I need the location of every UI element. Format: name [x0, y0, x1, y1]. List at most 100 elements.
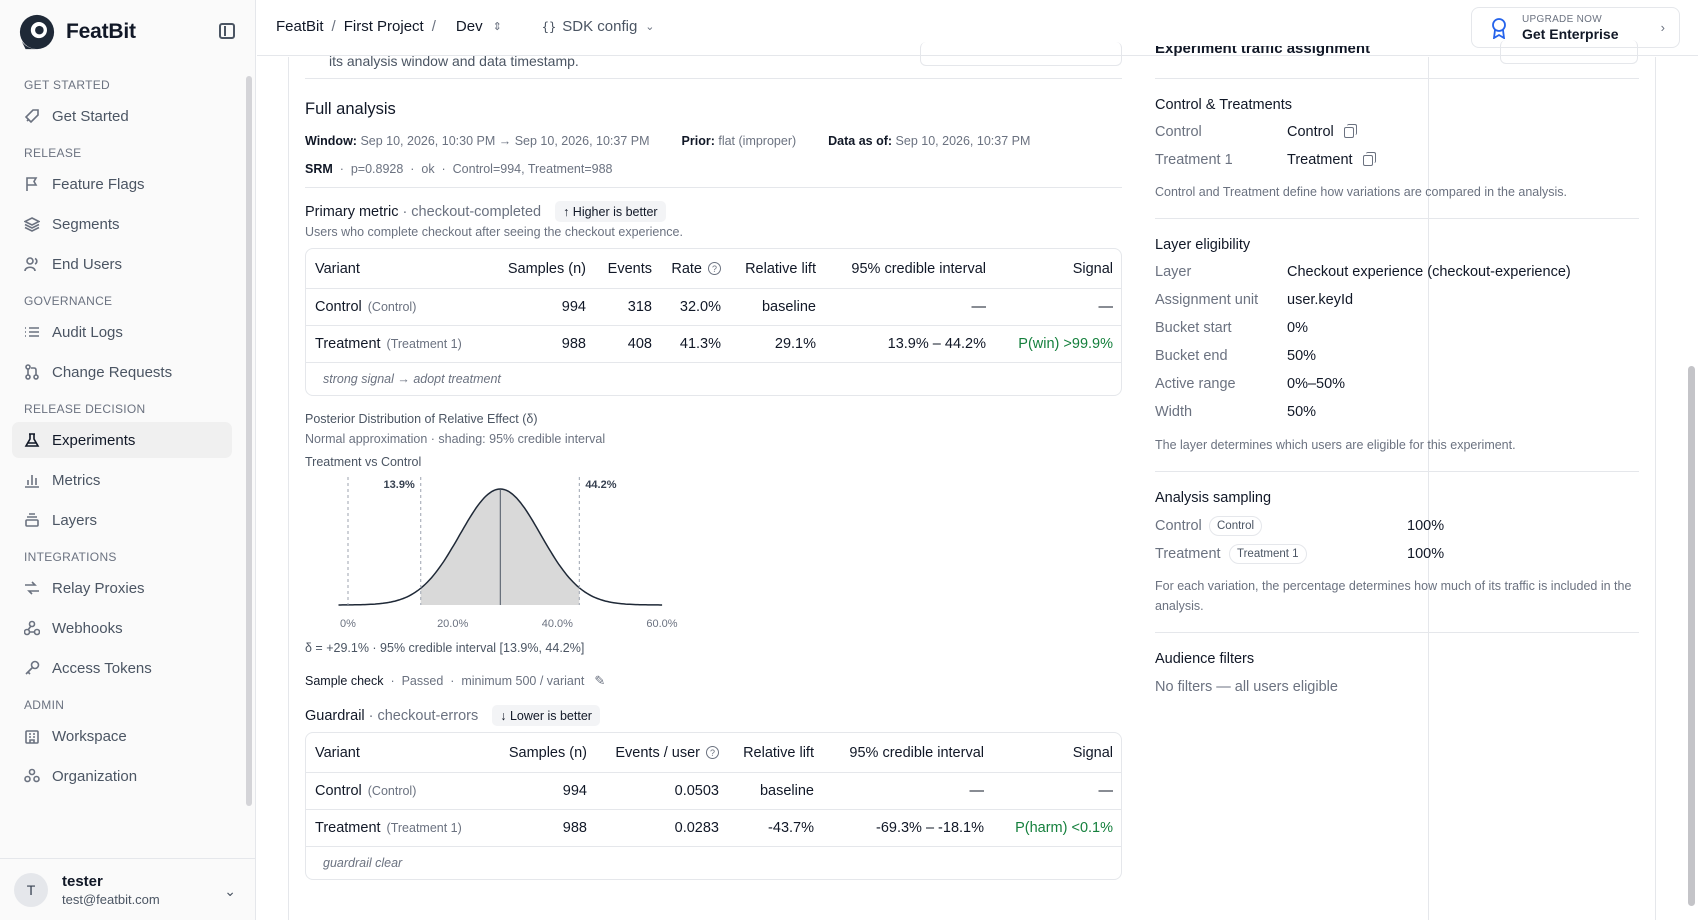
col-events: Events: [607, 260, 652, 277]
sidebar-item-workspace[interactable]: Workspace: [12, 718, 232, 754]
variant-tag: (Control): [367, 784, 417, 798]
rate-cell: 32.0%: [679, 299, 721, 315]
sidebar-item-layers[interactable]: Layers: [12, 502, 232, 538]
sidebar-item-experiments[interactable]: Experiments: [12, 422, 232, 458]
sidebar-item-label: Metrics: [52, 471, 101, 489]
sidebar-item-relay-proxies[interactable]: Relay Proxies: [12, 570, 232, 606]
sidebar-item-webhooks[interactable]: Webhooks: [12, 610, 232, 646]
nav-section-title: RELEASE: [24, 146, 82, 160]
window-value: Sep 10, 2026, 10:30 PM → Sep 10, 2026, 1…: [360, 134, 650, 148]
variant-name: Control: [315, 783, 362, 799]
sidebar-item-label: Experiments: [52, 431, 136, 449]
events-cell: 408: [627, 336, 652, 352]
sidebar: FeatBit GET STARTED Get Started RELEASE …: [0, 0, 256, 920]
analysis-meta: Window: Sep 10, 2026, 10:30 PM → Sep 10,…: [305, 134, 1030, 148]
sidebar-item-end-users[interactable]: End Users: [12, 246, 232, 282]
main-scrollbar[interactable]: [1688, 366, 1695, 906]
truncated-button[interactable]: [920, 42, 1122, 66]
env-selector[interactable]: Dev: [455, 18, 483, 35]
edit-icon[interactable]: ✎: [594, 673, 606, 688]
sidebar-item-access-tokens[interactable]: Access Tokens: [12, 650, 232, 686]
sidebar-item-label: Access Tokens: [52, 659, 152, 677]
truncated-section-title: Experiment traffic assignment: [1155, 40, 1371, 57]
table-row: Treatment (Treatment 1) 988 0.0283 -43.7%…: [306, 810, 1121, 847]
brand-name: FeatBit: [66, 20, 136, 43]
col-lift: Relative lift: [745, 260, 816, 277]
x-tick-label: 60.0%: [646, 618, 677, 630]
section-title-control-treatments: Control & Treatments: [1155, 97, 1292, 113]
direction-badge: ↓ Lower is better: [492, 705, 600, 726]
epu-cell: 0.0503: [674, 783, 719, 799]
table-row: Control (Control) 994 318 32.0% baseline …: [306, 289, 1121, 326]
sidebar-item-label: Organization: [52, 767, 138, 785]
field-value: Control: [1287, 123, 1357, 140]
help-icon[interactable]: ?: [708, 262, 721, 276]
brand[interactable]: FeatBit: [18, 14, 136, 50]
direction-badge: ↑ Higher is better: [555, 201, 666, 222]
sidebar-item-audit-logs[interactable]: Audit Logs: [12, 314, 232, 350]
sidebar-item-metrics[interactable]: Metrics: [12, 462, 232, 498]
nav-section-title: GOVERNANCE: [24, 294, 113, 308]
signal-cell: P(harm) <0.1%: [1015, 820, 1113, 836]
sidebar-item-segments[interactable]: Segments: [12, 206, 232, 242]
sample-check-label: Sample check: [305, 674, 384, 688]
sidebar-item-feature-flags[interactable]: Feature Flags: [12, 166, 232, 202]
breadcrumb-separator: /: [431, 18, 436, 35]
sampling-value: 100%: [1407, 518, 1445, 534]
guardrail-title: Guardrail · checkout-errors ↓ Lower is b…: [305, 705, 600, 726]
divider: [1155, 632, 1639, 633]
flask-icon: [24, 432, 40, 448]
variant-name: Control: [315, 299, 362, 315]
sidebar-item-organization[interactable]: Organization: [12, 758, 232, 794]
breadcrumb-org[interactable]: FeatBit: [276, 18, 324, 35]
chevron-down-icon[interactable]: ⌄: [224, 883, 236, 899]
flag-icon: [24, 176, 40, 192]
prior-value: flat (improper): [718, 134, 797, 148]
variant-name: Treatment: [315, 336, 381, 352]
primary-metric-title: Primary metric · checkout-completed ↑ Hi…: [305, 201, 666, 222]
col-samples: Samples (n): [508, 744, 587, 761]
guardrail-label: Guardrail: [305, 707, 365, 724]
col-lift: Relative lift: [743, 744, 814, 761]
copy-icon[interactable]: [1362, 151, 1376, 166]
upgrade-small-label: UPGRADE NOW: [1522, 13, 1602, 25]
help-icon[interactable]: ?: [706, 746, 719, 760]
signal-cell: —: [1098, 299, 1114, 315]
collapse-sidebar-icon[interactable]: [219, 23, 235, 39]
x-tick-label: 0%: [340, 618, 356, 630]
col-signal: Signal: [1072, 744, 1113, 761]
sidebar-item-label: End Users: [52, 255, 123, 273]
field-value: user.keyId: [1287, 292, 1354, 308]
users-icon: [24, 256, 40, 272]
sidebar-item-label: Workspace: [52, 727, 127, 745]
sidebar-item-get-started[interactable]: Get Started: [12, 98, 232, 134]
sdk-config-dropdown[interactable]: {} SDK config ⌄: [542, 18, 655, 35]
user-menu[interactable]: T tester test@featbit.com ⌄: [0, 858, 256, 920]
sample-check-detail: minimum 500 / variant: [461, 674, 585, 688]
copy-icon[interactable]: [1343, 123, 1357, 138]
treatment-value: Treatment: [1287, 152, 1353, 168]
organization-icon: [24, 768, 40, 784]
field-label: Treatment: [1155, 546, 1221, 562]
breadcrumb-project[interactable]: First Project: [343, 18, 424, 35]
relay-icon: [24, 580, 40, 596]
variant-cell: Treatment (Treatment 1): [315, 820, 462, 836]
asof-value: Sep 10, 2026, 10:37 PM: [895, 134, 1031, 148]
truncated-right-button[interactable]: [1500, 40, 1638, 64]
sidebar-scrollbar[interactable]: [246, 76, 252, 806]
table-row: Control (Control) 994 0.0503 baseline — —: [306, 773, 1121, 810]
control-value: Control: [1287, 124, 1334, 140]
variant-tag: (Treatment 1): [386, 821, 462, 835]
primary-metric-label: Primary metric: [305, 203, 399, 220]
variant-chip: Treatment 1: [1229, 544, 1307, 564]
primary-metric-description: Users who complete checkout after seeing…: [305, 225, 683, 239]
field-label: Control: [1155, 124, 1202, 140]
srm-p: p=0.8928: [350, 162, 404, 176]
sidebar-item-change-requests[interactable]: Change Requests: [12, 354, 232, 390]
col-signal: Signal: [1072, 260, 1113, 277]
chevron-up-down-icon[interactable]: ⇕: [492, 21, 502, 33]
upgrade-button[interactable]: UPGRADE NOW Get Enterprise ›: [1471, 7, 1680, 48]
section-note: Control and Treatment define how variati…: [1155, 185, 1568, 199]
sdk-config-label: SDK config: [562, 18, 638, 35]
x-tick-label: 20.0%: [437, 618, 468, 630]
